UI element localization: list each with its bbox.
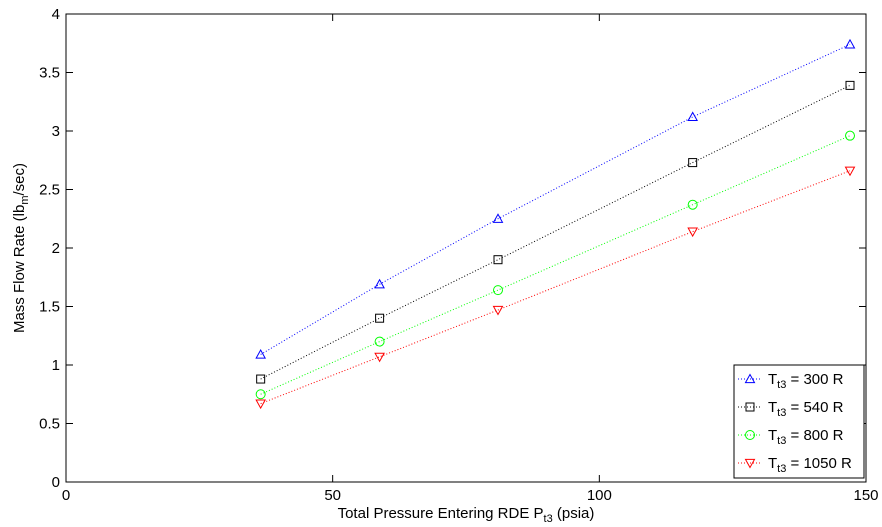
data-point-s2-3 <box>493 255 503 265</box>
data-point-s3-2 <box>374 336 385 347</box>
x-tick-label: 150 <box>853 487 878 504</box>
data-point-s1-2 <box>374 278 385 289</box>
data-point-s2-5 <box>845 80 855 90</box>
data-point-s4-3 <box>492 305 504 316</box>
y-tick-label: 1.5 <box>39 299 60 316</box>
legend-entries: Tt3 = 300 R Tt3 = 540 R Tt3 = 800 R Tt3 = 1… <box>738 371 852 475</box>
axis-layer: 0 50 100 150 0 0.5 1 1.5 2 2.5 3 3.5 4 <box>39 6 878 504</box>
data-point-s1-4 <box>687 111 699 122</box>
data-point-s4-5 <box>844 166 856 177</box>
data-point-s4-1 <box>255 399 267 410</box>
series-line-1 <box>260 43 851 355</box>
data-point-s2-2 <box>375 313 385 323</box>
y-tick-label: 4 <box>52 6 60 23</box>
x-tick-label: 50 <box>324 487 341 504</box>
x-tick-label: 0 <box>62 487 70 504</box>
y-tick-label: 1 <box>52 357 60 374</box>
data-point-s2-1 <box>256 374 266 384</box>
data-point-s4-2 <box>374 352 385 363</box>
legend-label-2: Tt3 = 540 R <box>768 399 844 419</box>
legend-marker-4 <box>744 458 756 469</box>
data-point-s3-3 <box>493 285 503 296</box>
legend-box <box>733 364 865 479</box>
data-point-s1-3 <box>492 213 504 223</box>
data-point-s1-1 <box>255 348 267 359</box>
legend-marker-2 <box>745 402 755 412</box>
data-point-s1-5 <box>844 38 856 49</box>
y-tick-label: 0.5 <box>39 416 60 433</box>
y-tick-label: 2 <box>52 240 60 257</box>
y-tick-label: 0 <box>52 474 60 491</box>
y-tick-label: 2.5 <box>39 182 60 199</box>
series-line-4 <box>260 170 851 405</box>
legend-marker-3 <box>745 430 755 440</box>
plot-area <box>66 14 866 482</box>
y-axis-title: Mass Flow Rate (lbm/sec) <box>11 163 31 333</box>
legend-label-4: Tt3 = 1050 R <box>768 455 852 475</box>
legend-label-3: Tt3 = 800 R <box>768 427 844 447</box>
x-axis-title: Total Pressure Entering RDE Pt3 (psia) <box>338 505 595 525</box>
data-point-s4-4 <box>687 227 699 238</box>
x-tick-label: 100 <box>587 487 612 504</box>
legend-label-1: Tt3 = 300 R <box>768 371 844 391</box>
data-point-s2-4 <box>688 158 698 168</box>
legend-marker-1 <box>744 373 756 384</box>
data-point-s3-5 <box>845 130 855 141</box>
y-tick-label: 3 <box>52 123 60 140</box>
y-tick-label: 3.5 <box>39 65 60 82</box>
data-point-s3-4 <box>687 199 698 210</box>
data-point-s3-1 <box>255 389 266 400</box>
series-layer <box>255 38 856 410</box>
legend: Tt3 = 300 R Tt3 = 540 R Tt3 = 800 R Tt3 = 1… <box>733 364 865 479</box>
